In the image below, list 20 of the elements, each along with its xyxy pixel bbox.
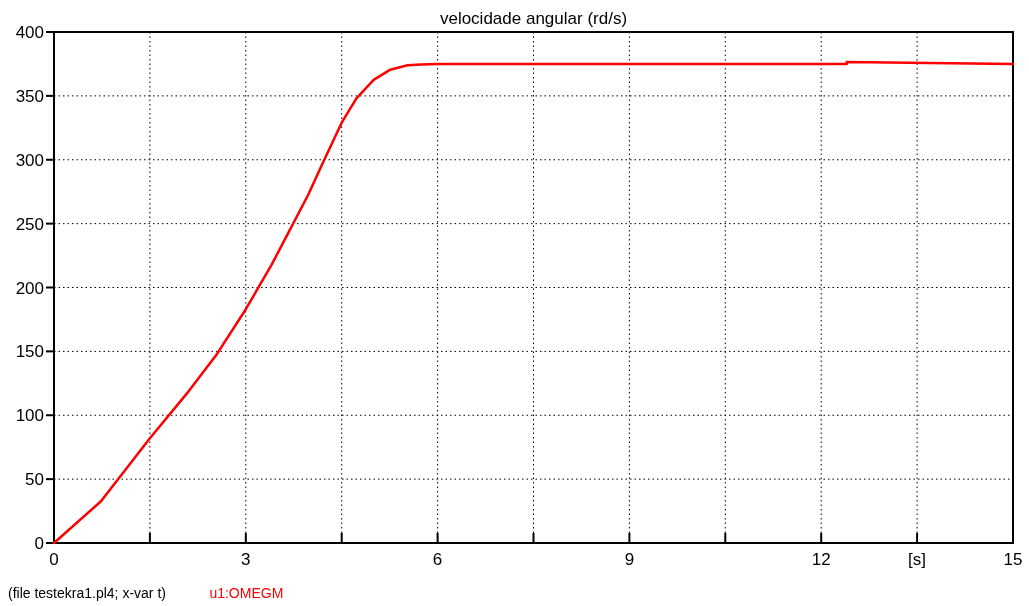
text: u1:OMEGM	[209, 585, 284, 601]
x-tick-label: 6	[432, 550, 443, 569]
y-tick-label: 350	[15, 86, 44, 106]
y-tick-label: 200	[15, 278, 44, 298]
x-axis-title: [s]	[908, 550, 927, 569]
chart-title: velocidade angular (rd/s)	[439, 9, 628, 28]
y-tick-label: 400	[15, 23, 44, 42]
y-tick-label: 250	[15, 214, 44, 234]
text: (file testekra1.pl4; x-var t)	[8, 585, 166, 601]
y-tick-label: 0	[34, 534, 44, 553]
line-series	[52, 60, 1015, 545]
x-tick-label: 15	[1003, 550, 1023, 569]
y-tick-label: 150	[15, 342, 44, 362]
x-tick-label: 9	[624, 550, 635, 569]
x-tick-label: 0	[49, 550, 59, 569]
y-tick-label: 50	[25, 470, 44, 490]
x-tick-label: 12	[811, 550, 831, 569]
x-tick-label: 3	[241, 550, 251, 569]
y-tick-label: 100	[15, 406, 44, 426]
y-tick-label: 300	[15, 150, 44, 170]
